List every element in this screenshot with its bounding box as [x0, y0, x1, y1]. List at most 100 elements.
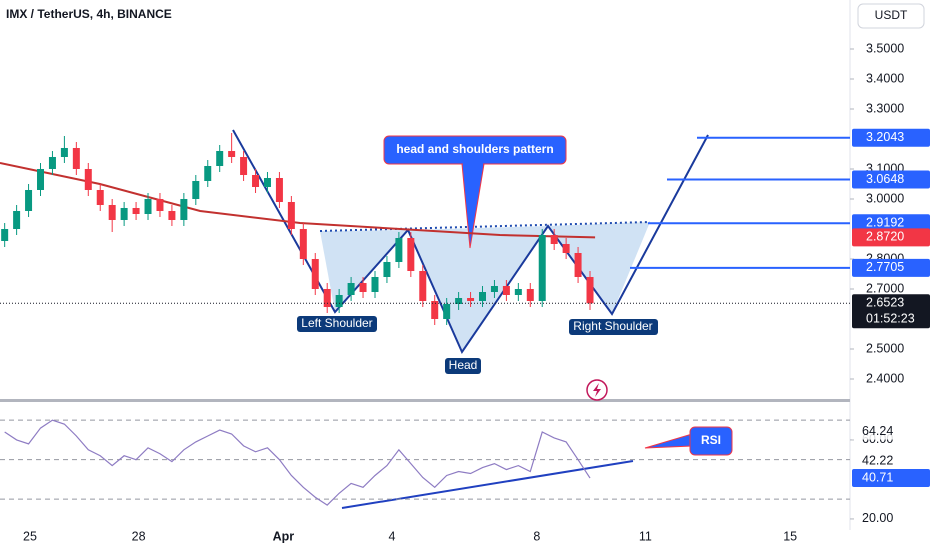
candle-body — [216, 150, 224, 166]
candle-body — [287, 201, 295, 229]
ma-label: 2.8720 — [866, 230, 904, 244]
candle-body — [120, 207, 128, 220]
rsi-level-box — [852, 453, 930, 470]
level-label: 3.0648 — [866, 172, 904, 186]
level-label: 3.2043 — [866, 130, 904, 144]
shade — [320, 230, 408, 312]
candle-body — [323, 288, 331, 307]
x-tick-label: Apr — [273, 529, 295, 543]
label: Head — [449, 358, 478, 372]
candle-body — [335, 294, 343, 307]
level-label-box — [852, 170, 930, 189]
candle-body — [574, 252, 582, 277]
rsi-value-label: 40.71 — [862, 470, 893, 484]
level-label: 2.9192 — [866, 216, 904, 230]
x-tick-label: 11 — [639, 529, 652, 543]
callout-box — [689, 426, 733, 456]
y-tick-label: 3.3000 — [866, 101, 904, 115]
unit-box — [857, 3, 925, 29]
level-label-box — [852, 258, 930, 277]
candle-body — [1, 228, 9, 241]
y-tick-label: 2.4000 — [866, 371, 904, 385]
lightning-icon — [586, 379, 608, 401]
y-tick-label: 20.00 — [862, 511, 893, 525]
y-tick-label: 3.4000 — [866, 71, 904, 85]
level-label-box — [852, 214, 930, 233]
candle-body — [526, 288, 534, 301]
x-tick-label: 25 — [23, 529, 37, 543]
label: Left Shoulder — [301, 316, 372, 330]
candle-body — [311, 258, 319, 289]
shade — [408, 226, 548, 352]
last-price-label: 2.6523 — [866, 296, 904, 310]
neckline — [319, 221, 651, 232]
candle-body — [562, 243, 570, 253]
candle-body — [13, 210, 21, 229]
candle-body — [419, 270, 427, 301]
candle-body — [156, 198, 164, 211]
icon-bolt — [593, 383, 601, 397]
rsi-callout: RSI — [644, 426, 733, 456]
x-tick-label: 15 — [783, 529, 797, 543]
candle-body — [84, 168, 92, 190]
candle-body — [192, 180, 200, 199]
candle-body — [275, 177, 283, 202]
x-tick-label: 8 — [533, 529, 540, 543]
candle-body — [586, 276, 594, 304]
rsi-level-label: 64.24 — [862, 424, 893, 438]
candle-body — [467, 297, 475, 301]
candle-body — [252, 174, 260, 187]
label-box — [445, 358, 481, 374]
callout-join — [463, 160, 483, 166]
callout-text: RSI — [701, 433, 721, 447]
candle-body — [359, 282, 367, 292]
candle-body — [455, 297, 463, 304]
candle-body — [407, 237, 415, 271]
candle-body — [431, 300, 439, 319]
candle-body — [168, 210, 176, 220]
candle-body — [37, 168, 45, 190]
candle-body — [502, 285, 510, 295]
x-tick-label: 4 — [389, 529, 396, 543]
label-box — [569, 319, 658, 335]
candle-body — [132, 207, 140, 214]
candle-body — [443, 303, 451, 319]
unit-label: USDT — [875, 8, 908, 22]
y-tick-label: 2.7000 — [866, 281, 904, 295]
level-label-box — [852, 128, 930, 147]
candle-body — [347, 282, 355, 295]
callout-text: head and shoulders pattern — [396, 142, 553, 156]
pattern-drawing — [232, 129, 709, 355]
candle-body — [96, 189, 104, 205]
candle-body — [490, 285, 498, 292]
candle-body — [204, 165, 212, 181]
candle-body — [60, 147, 68, 157]
candle-body — [263, 177, 271, 187]
y-tick-label: 3.0000 — [866, 191, 904, 205]
candle-body — [395, 237, 403, 262]
candle-body — [299, 228, 307, 259]
shoulder-labels: Left Shoulder Head Right Shoulder — [297, 316, 658, 374]
candle-body — [514, 288, 522, 295]
callout: head and shoulders pattern — [383, 135, 567, 249]
chart-title: IMX / TetherUS, 4h, BINANCE — [6, 7, 172, 21]
rsi-value-box — [852, 469, 930, 488]
candle-body — [72, 147, 80, 169]
rsi-level-box — [852, 423, 930, 440]
shade — [548, 222, 650, 314]
candle-body — [48, 156, 56, 169]
candle-body — [538, 234, 546, 301]
countdown: 01:52:23 — [866, 312, 915, 326]
label: Right Shoulder — [573, 319, 652, 333]
candle-body — [240, 156, 248, 175]
candle-body — [144, 198, 152, 214]
candle-body — [383, 261, 391, 277]
rsi-line — [4, 419, 591, 506]
y-tick-label: 3.5000 — [866, 41, 904, 55]
last-price-box — [852, 294, 930, 329]
candle-body — [228, 150, 236, 157]
ma-label-box — [852, 228, 930, 247]
rsi-level-label: 42.22 — [862, 453, 893, 467]
